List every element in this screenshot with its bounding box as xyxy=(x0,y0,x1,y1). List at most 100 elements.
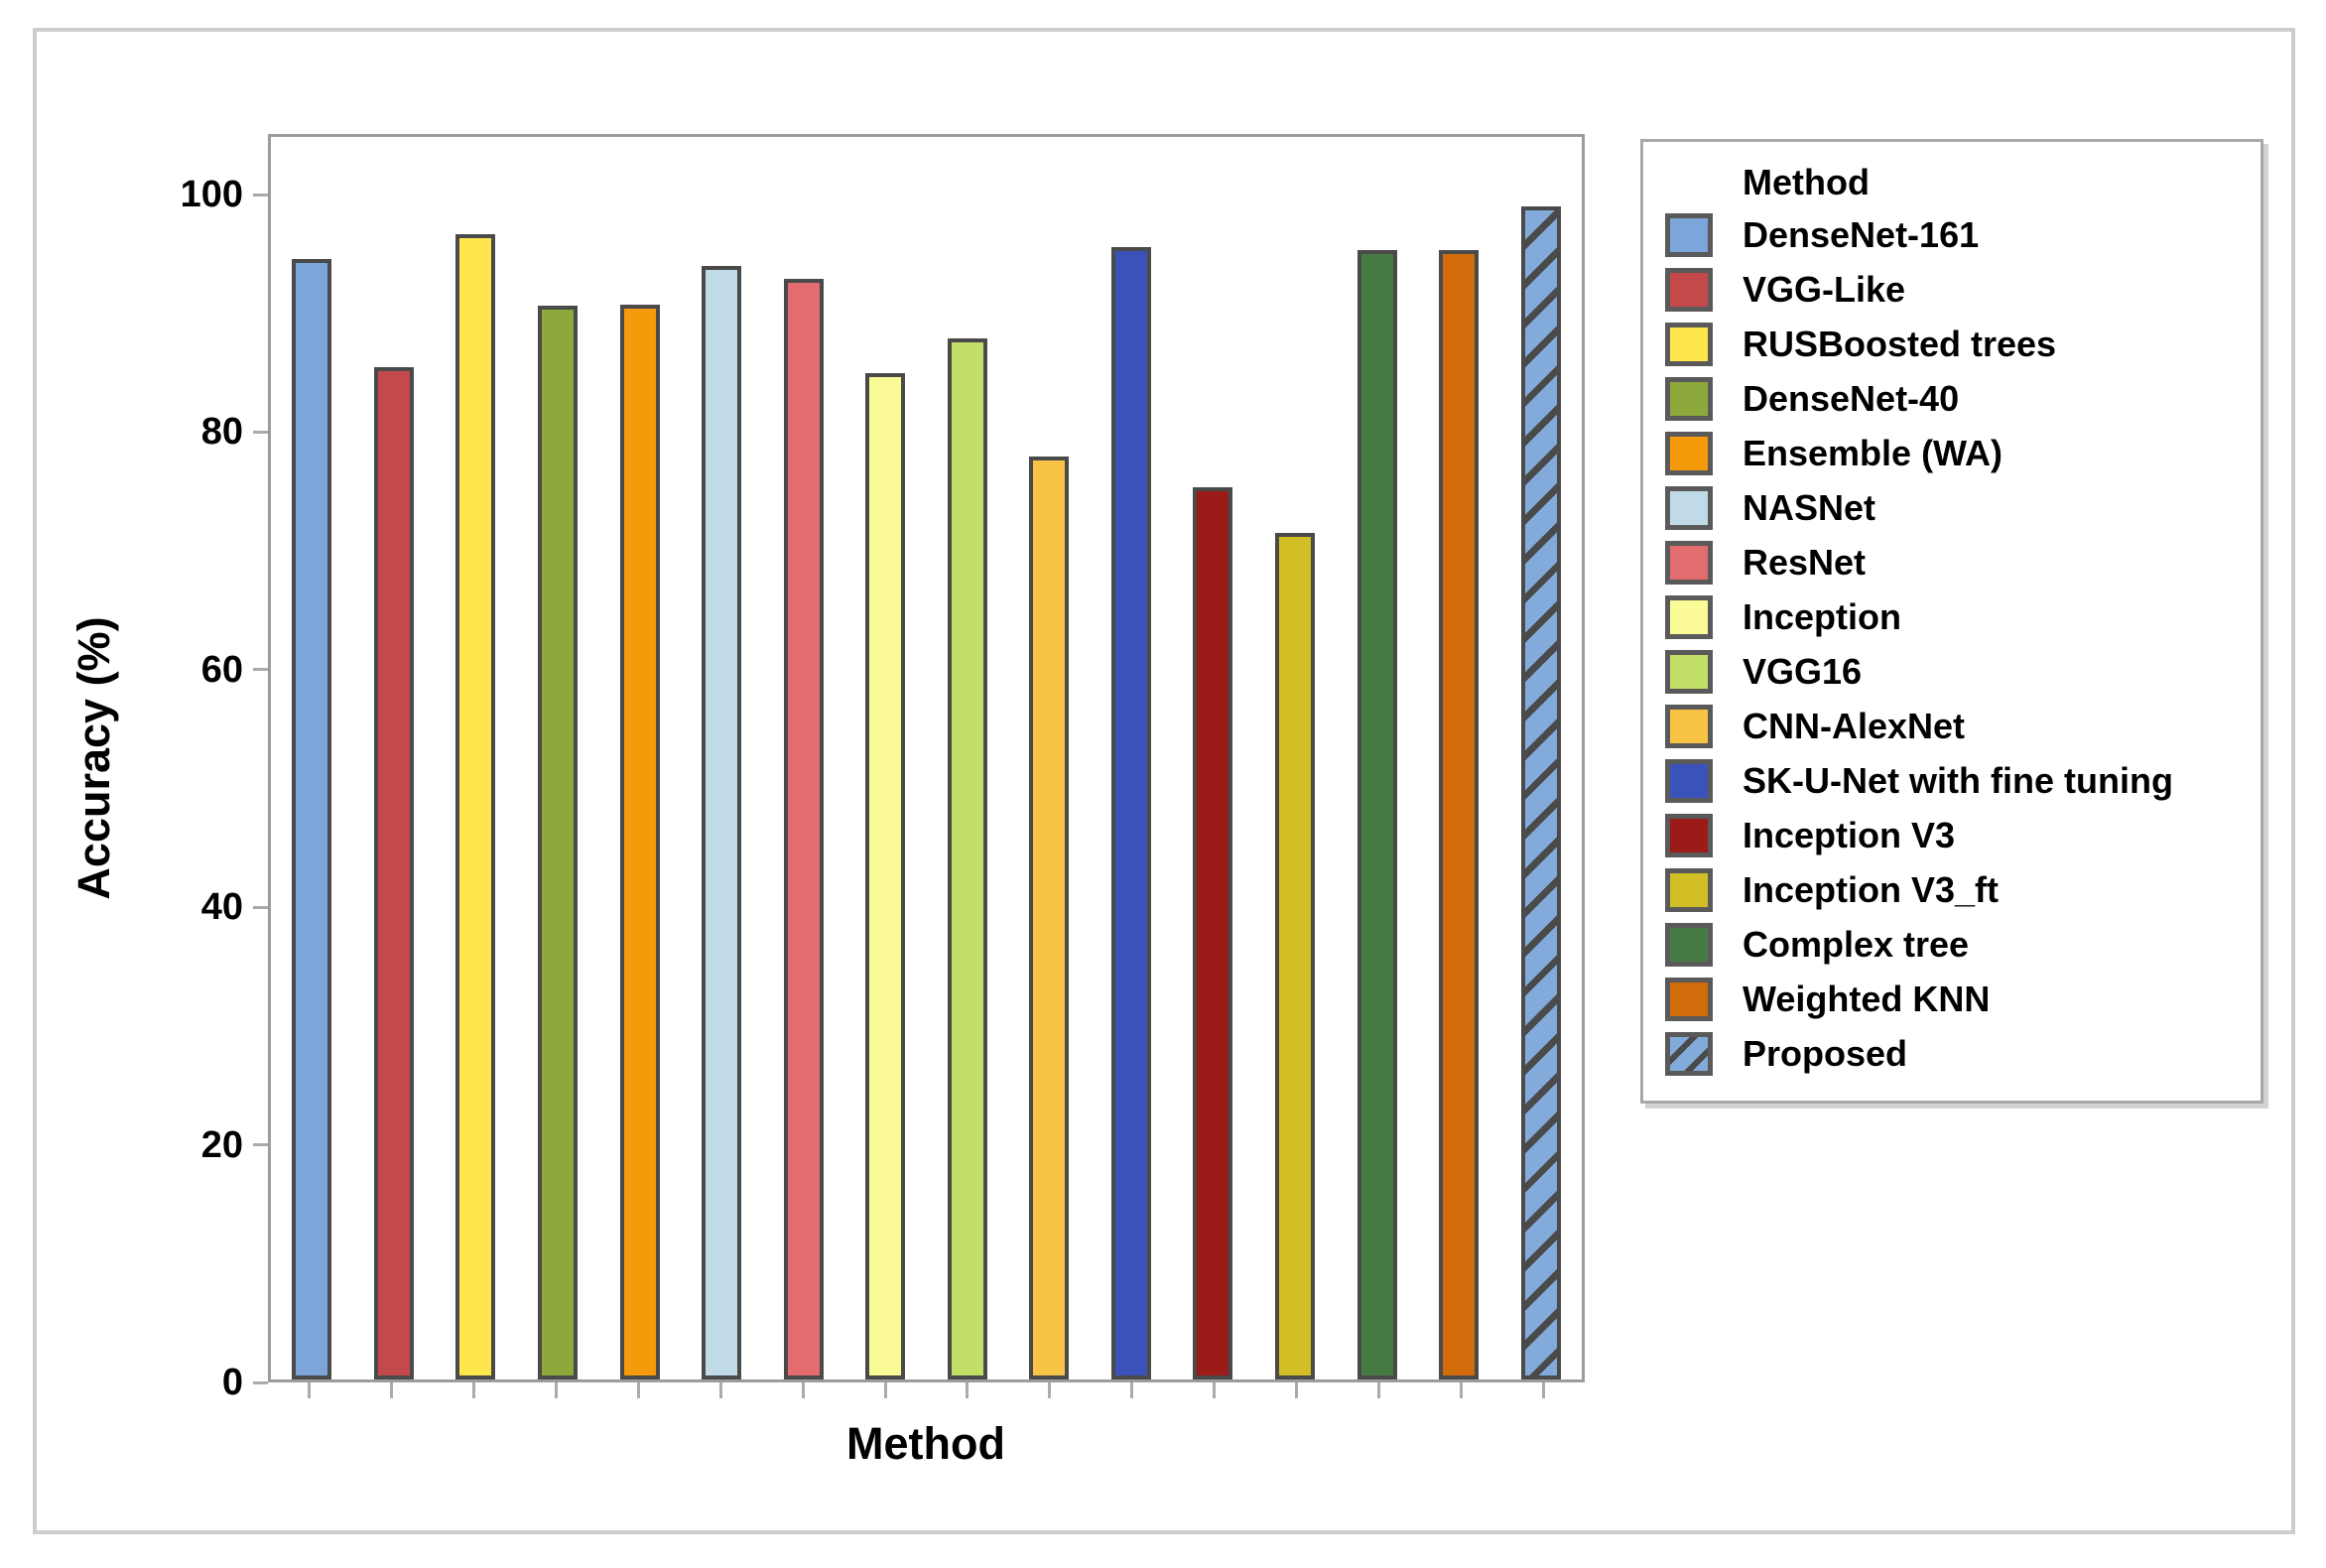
legend-items: DenseNet-161 VGG-Like RUSBoosted trees Dens… xyxy=(1665,207,2241,1081)
x-tick-inception-v3-ft xyxy=(1295,1382,1299,1398)
x-tick-densenet-161 xyxy=(307,1382,311,1398)
bar-complex-tree xyxy=(1357,250,1397,1379)
legend-swatch-inception-v3 xyxy=(1665,813,1713,857)
legend-swatch-densenet-40 xyxy=(1665,376,1713,421)
y-tick-60 xyxy=(253,668,268,672)
legend-label-resnet: ResNet xyxy=(1743,541,1867,583)
legend-swatch-inception xyxy=(1665,594,1713,639)
legend-item-densenet-161: DenseNet-161 xyxy=(1665,207,2241,262)
legend-label-inception-v3-ft: Inception V3_ft xyxy=(1743,868,2000,910)
bar-weighted-knn xyxy=(1439,250,1480,1379)
legend-item-vgg-like: VGG-Like xyxy=(1665,262,2241,317)
x-tick-inception-v3 xyxy=(1213,1382,1217,1398)
bar-inception-v3 xyxy=(1193,486,1233,1379)
legend-item-ensemble-wa: Ensemble (WA) xyxy=(1665,426,2241,480)
bar-proposed xyxy=(1520,206,1561,1379)
legend-item-inception-v3-ft: Inception V3_ft xyxy=(1665,862,2241,917)
legend-label-inception-v3: Inception V3 xyxy=(1743,814,1956,855)
legend-swatch-inception-v3-ft xyxy=(1665,867,1713,912)
x-tick-ensemble-wa xyxy=(636,1382,640,1398)
legend-item-weighted-knn: Weighted KNN xyxy=(1665,972,2241,1026)
bar-ensemble-wa xyxy=(619,305,660,1379)
legend-item-rusboosted-trees: RUSBoosted trees xyxy=(1665,317,2241,371)
y-tick-label-40: 40 xyxy=(200,886,243,929)
bars-container xyxy=(271,137,1582,1379)
x-axis-title: Method xyxy=(846,1418,1005,1469)
y-tick-40 xyxy=(253,905,268,909)
y-tick-label-60: 60 xyxy=(200,648,243,691)
legend-label-vgg16: VGG16 xyxy=(1743,650,1863,692)
legend-item-nasnet: NASNet xyxy=(1665,480,2241,535)
legend-label-rusboosted-trees: RUSBoosted trees xyxy=(1743,323,2057,364)
y-tick-label-20: 20 xyxy=(200,1123,243,1166)
bar-sk-u-net-with-fine-tuning xyxy=(1110,246,1151,1379)
bar-resnet xyxy=(783,278,824,1379)
legend-label-sk-u-net-with-fine-tuning: SK-U-Net with fine tuning xyxy=(1743,759,2173,801)
legend-item-sk-u-net-with-fine-tuning: SK-U-Net with fine tuning xyxy=(1665,753,2241,808)
y-tick-label-0: 0 xyxy=(221,1362,243,1403)
y-tick-80 xyxy=(253,430,268,434)
legend-swatch-vgg16 xyxy=(1665,649,1713,694)
y-tick-label-100: 100 xyxy=(180,174,243,216)
legend-swatch-sk-u-net-with-fine-tuning xyxy=(1665,758,1713,803)
bar-densenet-40 xyxy=(537,306,578,1379)
bar-cnn-alexnet xyxy=(1029,456,1070,1379)
legend-label-weighted-knn: Weighted KNN xyxy=(1743,978,1991,1019)
bar-inception xyxy=(865,373,906,1379)
x-tick-vgg16 xyxy=(966,1382,969,1398)
plot-area xyxy=(268,134,1585,1382)
legend-swatch-resnet xyxy=(1665,540,1713,585)
x-tick-weighted-knn xyxy=(1460,1382,1464,1398)
y-tick-label-80: 80 xyxy=(200,411,243,454)
legend-swatch-proposed xyxy=(1665,1031,1713,1076)
bar-nasnet xyxy=(702,265,742,1379)
legend-swatch-nasnet xyxy=(1665,485,1713,530)
bar-inception-v3-ft xyxy=(1275,533,1316,1379)
legend-label-proposed: Proposed xyxy=(1743,1032,1908,1074)
legend-swatch-weighted-knn xyxy=(1665,977,1713,1021)
legend-item-resnet: ResNet xyxy=(1665,535,2241,589)
legend-label-cnn-alexnet: CNN-AlexNet xyxy=(1743,705,1966,746)
y-tick-100 xyxy=(253,193,268,196)
legend-swatch-densenet-161 xyxy=(1665,212,1713,257)
y-tick-0 xyxy=(253,1380,268,1384)
legend-item-vgg16: VGG16 xyxy=(1665,644,2241,699)
bar-rusboosted-trees xyxy=(455,233,496,1379)
x-tick-proposed xyxy=(1542,1382,1546,1398)
legend-box: Method DenseNet-161 VGG-Like RUSBoosted tr… xyxy=(1640,139,2263,1104)
x-tick-complex-tree xyxy=(1377,1382,1381,1398)
x-tick-cnn-alexnet xyxy=(1048,1382,1052,1398)
legend-item-complex-tree: Complex tree xyxy=(1665,917,2241,972)
legend-item-inception-v3: Inception V3 xyxy=(1665,808,2241,862)
y-axis-title: Accuracy (%) xyxy=(68,616,119,900)
legend-label-densenet-40: DenseNet-40 xyxy=(1743,377,1960,419)
x-tick-vgg-like xyxy=(389,1382,393,1398)
legend-title: Method xyxy=(1743,162,1870,202)
x-tick-densenet-40 xyxy=(554,1382,558,1398)
legend-label-vgg-like: VGG-Like xyxy=(1743,268,1906,310)
x-tick-nasnet xyxy=(718,1382,722,1398)
legend-swatch-vgg-like xyxy=(1665,267,1713,312)
legend-item-inception: Inception xyxy=(1665,589,2241,644)
x-tick-inception xyxy=(883,1382,887,1398)
legend-item-densenet-40: DenseNet-40 xyxy=(1665,371,2241,426)
bar-vgg16 xyxy=(947,337,987,1379)
x-tick-rusboosted-trees xyxy=(471,1382,475,1398)
legend-label-nasnet: NASNet xyxy=(1743,486,1876,528)
y-tick-20 xyxy=(253,1143,268,1147)
legend-swatch-cnn-alexnet xyxy=(1665,704,1713,748)
legend-item-cnn-alexnet: CNN-AlexNet xyxy=(1665,699,2241,753)
legend-label-inception: Inception xyxy=(1743,595,1901,637)
legend-item-proposed: Proposed xyxy=(1665,1026,2241,1081)
legend-swatch-rusboosted-trees xyxy=(1665,322,1713,366)
bar-densenet-161 xyxy=(292,258,332,1379)
legend-swatch-ensemble-wa xyxy=(1665,431,1713,475)
x-tick-resnet xyxy=(801,1382,805,1398)
legend-swatch-complex-tree xyxy=(1665,922,1713,967)
x-tick-sk-u-net-with-fine-tuning xyxy=(1130,1382,1134,1398)
legend-label-densenet-161: DenseNet-161 xyxy=(1743,213,1980,255)
legend-label-ensemble-wa: Ensemble (WA) xyxy=(1743,432,2003,473)
legend-label-complex-tree: Complex tree xyxy=(1743,923,1970,965)
bar-vgg-like xyxy=(373,367,414,1379)
